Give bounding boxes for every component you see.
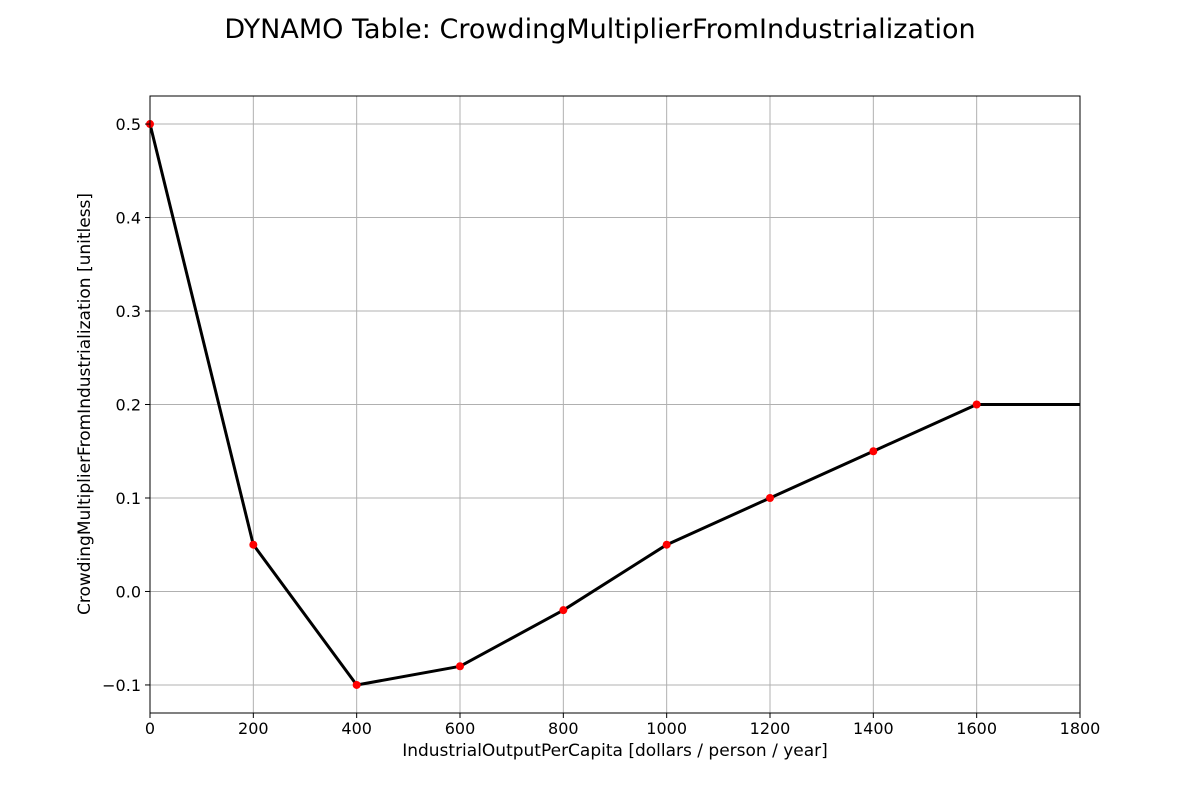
x-tick-label: 1600 xyxy=(956,719,997,738)
grid xyxy=(149,96,1081,713)
y-tick-label: 0.2 xyxy=(116,396,141,415)
y-tick-label: 0.0 xyxy=(116,582,141,601)
x-tick-label: 1000 xyxy=(646,719,687,738)
y-tick-label: 0.3 xyxy=(116,302,141,321)
data-point xyxy=(352,680,361,689)
chart-title: DYNAMO Table: CrowdingMultiplierFromIndu… xyxy=(224,14,975,45)
ticks: 0 200 400 600 800 1000 1200 1400 1600 1800 −0.1 0.0… xyxy=(102,115,1100,738)
x-tick-label: 1400 xyxy=(853,719,894,738)
x-tick-label: 0 xyxy=(145,719,155,738)
y-tick-label: 0.4 xyxy=(116,209,141,228)
data-point xyxy=(869,447,878,456)
x-tick-label: 1200 xyxy=(750,719,791,738)
x-tick-label: 400 xyxy=(341,719,372,738)
y-axis-label: CrowdingMultiplierFromIndustrialization … xyxy=(75,193,95,615)
x-axis-label: IndustrialOutputPerCapita [dollars / per… xyxy=(402,741,828,761)
data-point xyxy=(972,400,981,409)
data-point xyxy=(559,606,568,615)
series-area xyxy=(146,120,1080,689)
y-tick-label: 0.1 xyxy=(116,489,141,508)
x-tick-label: 800 xyxy=(548,719,579,738)
series-line xyxy=(148,123,1080,687)
data-point xyxy=(249,540,258,549)
data-point xyxy=(662,540,671,549)
data-point xyxy=(456,662,464,671)
x-tick-label: 1800 xyxy=(1060,719,1101,738)
x-tick-label: 600 xyxy=(445,719,476,738)
x-tick-label: 200 xyxy=(238,719,269,738)
data-point xyxy=(766,493,774,502)
y-tick-label: −0.1 xyxy=(102,676,141,695)
y-tick-label: 0.5 xyxy=(116,115,141,134)
